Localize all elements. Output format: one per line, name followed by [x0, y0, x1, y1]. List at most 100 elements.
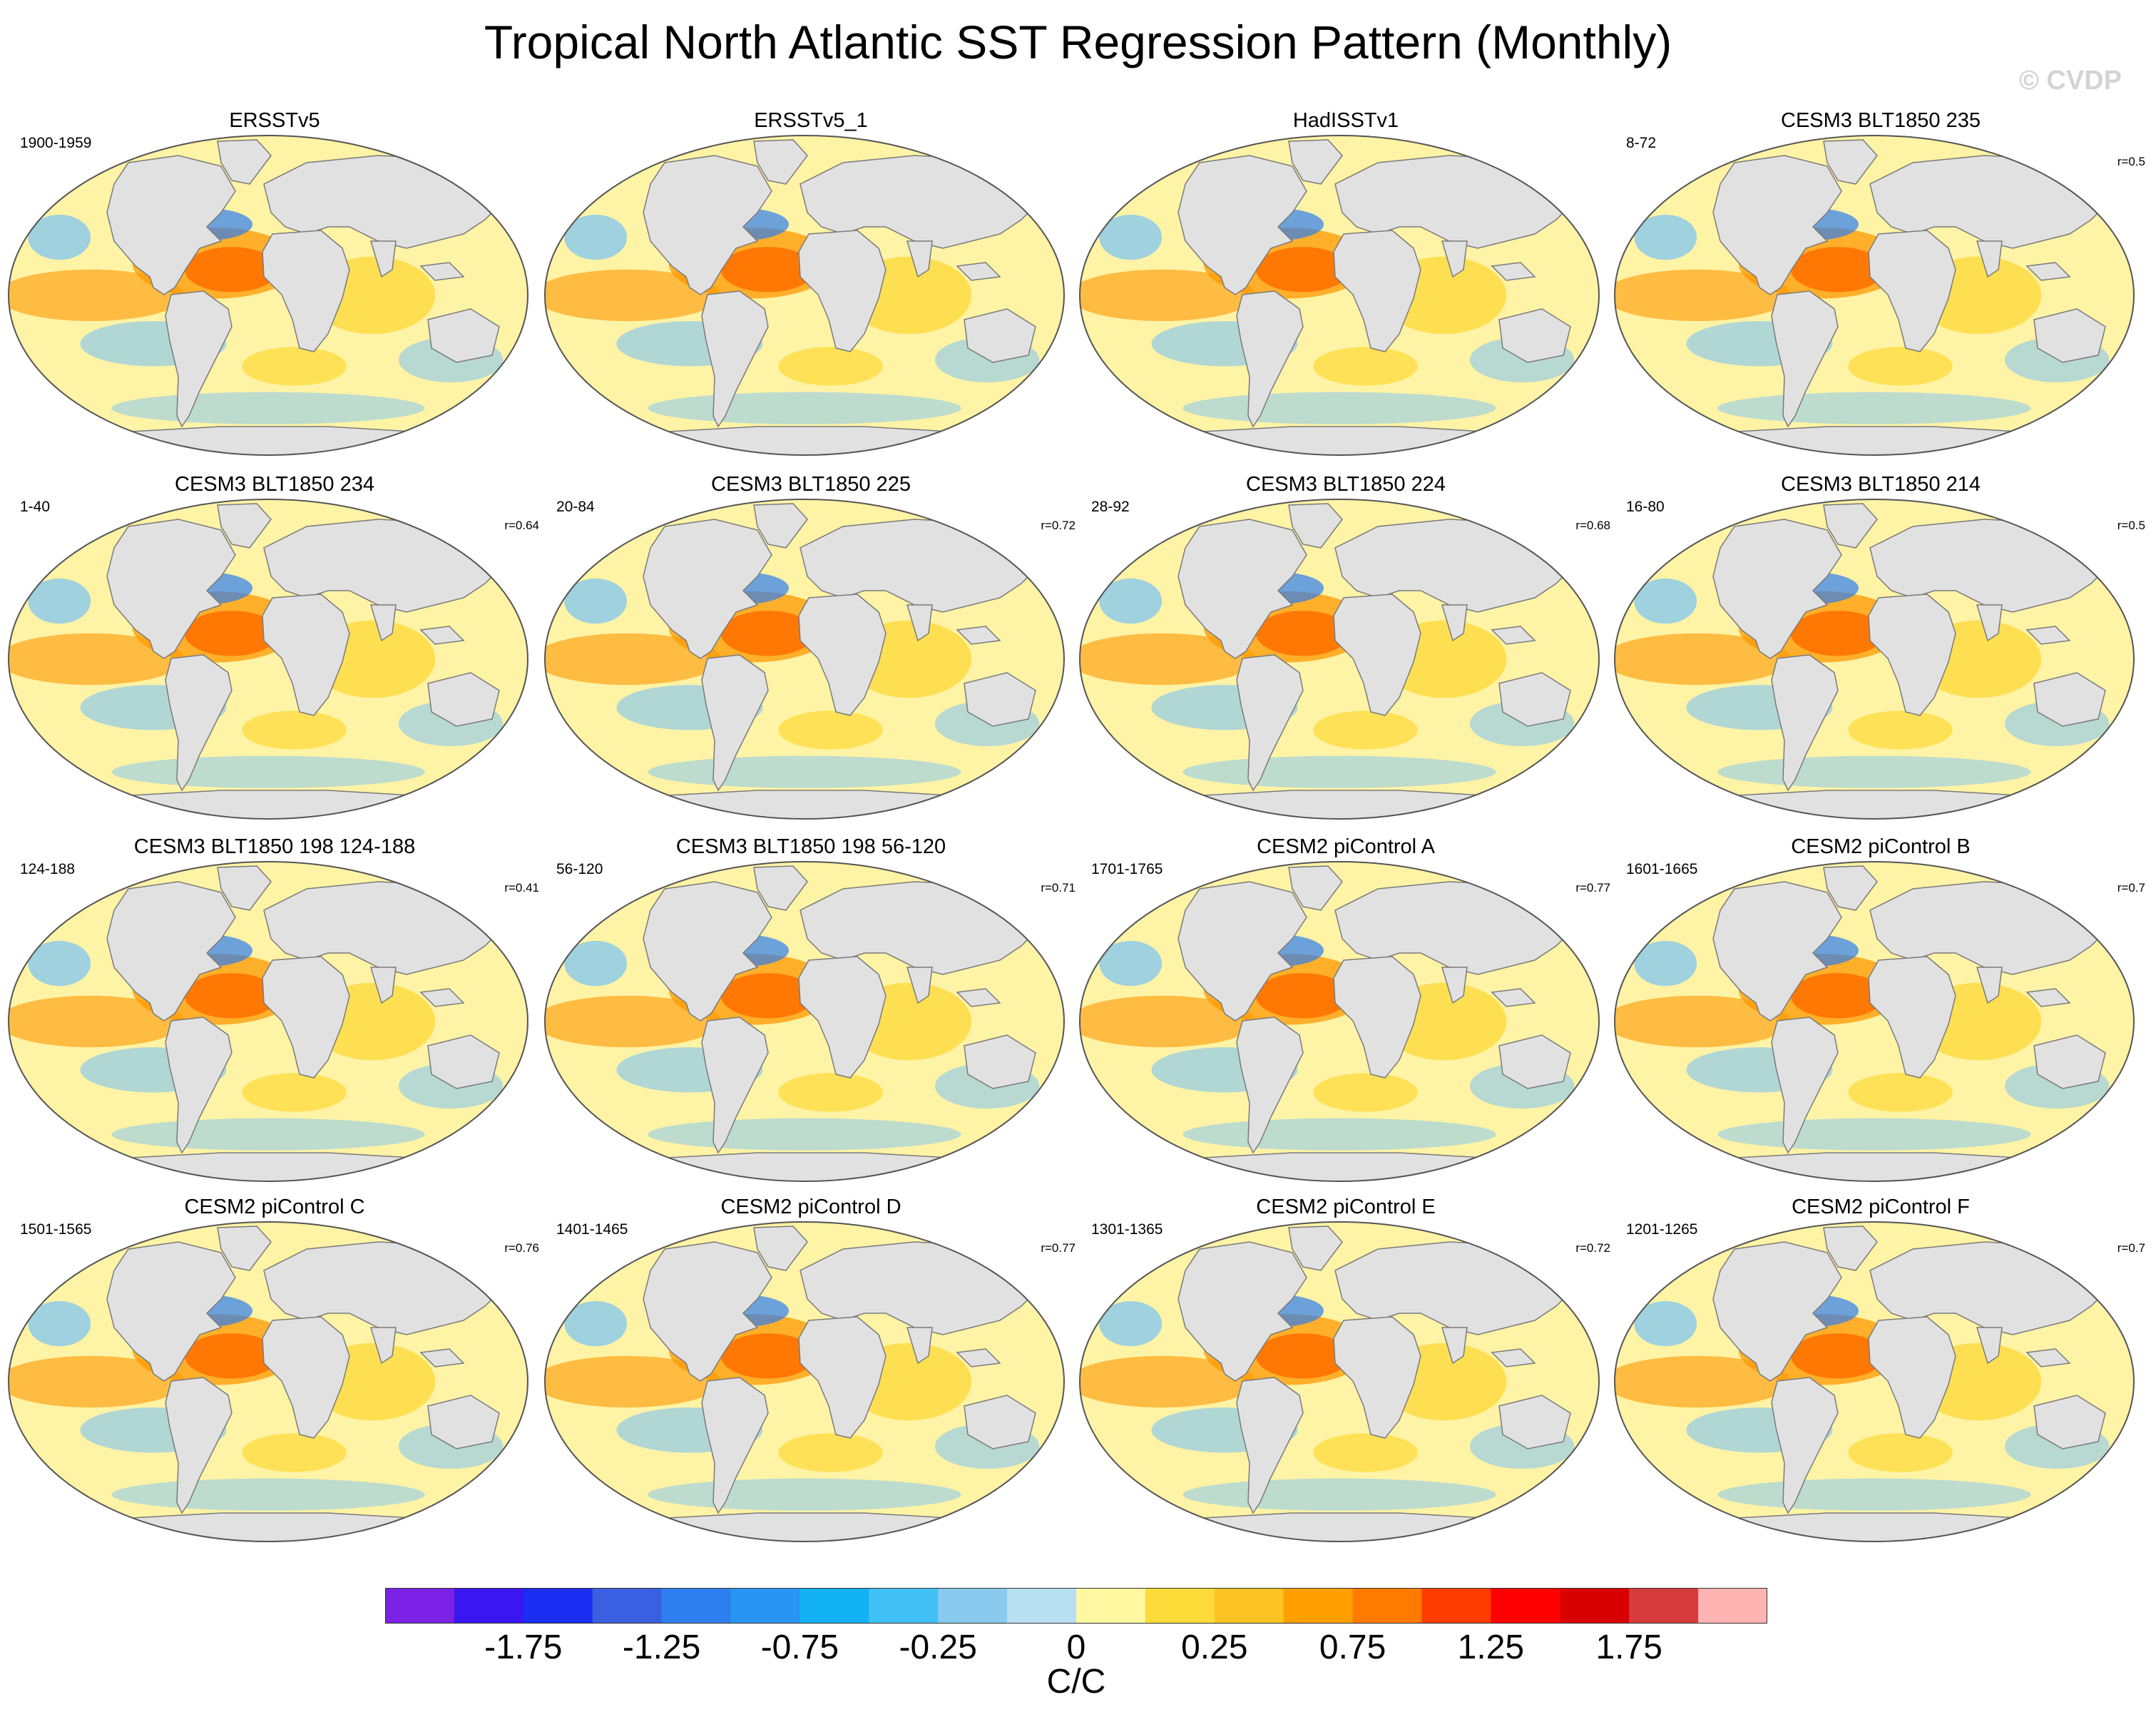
sst-anomaly-region [545, 633, 721, 686]
map-border [1079, 499, 1600, 820]
sst-anomaly-region [1099, 579, 1163, 624]
world-map [1614, 861, 2135, 1182]
world-map [544, 499, 1065, 820]
colorbar-tick-label: -1.75 [484, 1629, 563, 1666]
land-mass [91, 1152, 451, 1181]
map-border [544, 499, 1065, 820]
colorbar-swatch [1491, 1588, 1560, 1624]
sst-anomaly-region [648, 1478, 961, 1511]
panel-correlation: r=0.72 [1041, 519, 1076, 532]
colorbar-tick-label: -0.75 [760, 1629, 839, 1666]
land-mass [753, 865, 808, 911]
land-mass [1868, 230, 1956, 352]
land-mass [1498, 308, 1571, 363]
land-mass [217, 503, 272, 549]
land-mass [2025, 262, 2071, 281]
panel-period: 16-80 [1626, 499, 1665, 515]
panel-period: 124-188 [20, 861, 76, 877]
panel-correlation: r=0.7 [2117, 881, 2145, 895]
sst-anomaly-region [1615, 995, 1791, 1048]
world-map [1079, 861, 1600, 1182]
land-mass [1177, 155, 1307, 295]
sst-anomaly-region [1848, 1433, 1953, 1472]
sst-anomaly-region [242, 347, 347, 386]
land-mass [1491, 626, 1536, 645]
land-mass [1441, 604, 1468, 642]
sst-anomaly-region [545, 1355, 721, 1408]
land-mass [1441, 967, 1468, 1004]
sst-anomaly-region [1717, 1478, 2031, 1511]
sst-anomaly-region [1099, 941, 1163, 987]
land-mass [1288, 865, 1343, 911]
land-mass [1491, 1348, 1536, 1367]
land-mass [956, 1348, 1001, 1367]
land-mass [217, 1226, 272, 1271]
map-panel: CESM2 piControl A 1701-1765 r=0.77 [1078, 833, 1613, 1193]
land-mass [1163, 1512, 1522, 1542]
map-border [1614, 499, 2135, 820]
sst-anomaly-region [242, 1073, 347, 1112]
land-mass [369, 604, 397, 642]
colorbar-swatch [454, 1588, 524, 1624]
land-mass [701, 1017, 769, 1154]
world-map [1079, 1221, 1600, 1542]
sst-anomaly-region [111, 1478, 425, 1511]
map-panel: CESM3 BLT1850 235 8-72 r=0.5 [1613, 107, 2148, 467]
map-border [8, 499, 528, 820]
land-mass [427, 672, 500, 727]
colorbar-tick-label: 1.75 [1595, 1629, 1662, 1666]
sst-anomaly-region [1080, 1355, 1256, 1408]
land-mass [419, 988, 465, 1007]
map-panel: CESM3 BLT1850 214 16-80 r=0.5 [1613, 471, 2148, 831]
map-panel: CESM2 piControl B 1601-1665 r=0.7 [1613, 833, 2148, 1193]
map-panel: CESM3 BLT1850 198 56-120 56-120 r=0.71 [543, 833, 1078, 1193]
colorbar-swatch [1007, 1588, 1077, 1624]
land-mass [798, 593, 887, 716]
sst-anomaly-region [648, 755, 961, 788]
panel-correlation: r=0.64 [504, 519, 539, 532]
land-mass [956, 988, 1001, 1007]
map-panel: CESM2 piControl E 1301-1365 r=0.72 [1078, 1193, 1613, 1554]
colorbar-swatch [1421, 1588, 1491, 1624]
colorbar-swatch [938, 1588, 1008, 1624]
panel-title: CESM3 BLT1850 198 124-188 [133, 835, 416, 858]
sst-anomaly-region [1848, 347, 1953, 386]
colorbar-swatch [869, 1588, 939, 1624]
world-map [544, 1221, 1065, 1542]
land-mass [369, 967, 397, 1004]
panel-title: CESM3 BLT1850 214 [1781, 473, 1981, 496]
sst-anomaly-region [1080, 269, 1256, 322]
colorbar-tick-label: 0 [1066, 1629, 1086, 1666]
panel-correlation: r=0.5 [2117, 519, 2145, 532]
panel-title: CESM3 BLT1850 234 [175, 473, 374, 496]
land-mass [2033, 1395, 2106, 1449]
land-mass [217, 865, 272, 911]
panel-period: 28-92 [1091, 499, 1130, 515]
sst-anomaly-region [648, 1118, 961, 1151]
land-mass [262, 593, 350, 716]
map-panel: HadISSTv1 [1078, 107, 1613, 467]
colorbar-swatch [1214, 1588, 1284, 1624]
map-border [544, 135, 1065, 456]
panel-correlation: r=0.77 [1575, 881, 1610, 895]
land-mass [2025, 1348, 2071, 1367]
sst-anomaly-region [1182, 1478, 1496, 1511]
land-mass [106, 519, 236, 659]
sst-anomaly-region [1313, 347, 1418, 386]
world-map [1614, 1221, 2135, 1542]
panel-title: CESM2 piControl B [1791, 835, 1971, 858]
map-border [1079, 861, 1600, 1182]
map-border [544, 1221, 1065, 1542]
land-mass [165, 1377, 233, 1514]
land-mass [1333, 593, 1421, 716]
panel-title: CESM3 BLT1850 224 [1246, 473, 1446, 496]
land-mass [1823, 865, 1878, 911]
land-mass [106, 1241, 236, 1382]
land-mass [1697, 1512, 2057, 1542]
map-panel: CESM2 piControl C 1501-1565 r=0.76 [7, 1193, 542, 1554]
sst-anomaly-region [1634, 215, 1697, 260]
map-border [1079, 1221, 1600, 1542]
land-mass [1441, 240, 1468, 278]
land-mass [1163, 790, 1522, 819]
sst-anomaly-region [111, 392, 425, 424]
